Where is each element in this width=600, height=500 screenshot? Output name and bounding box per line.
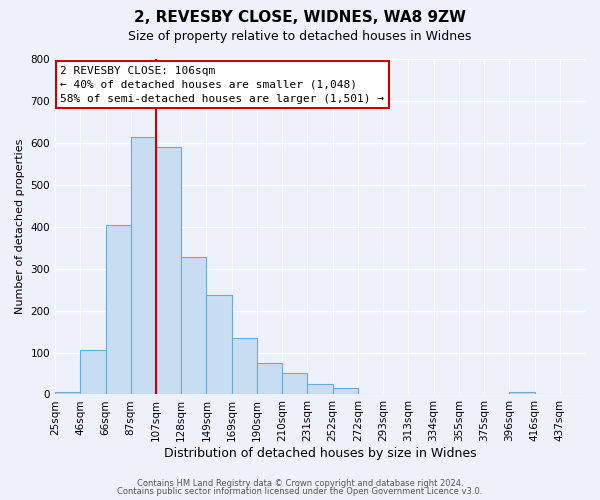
Bar [181, 256, 206, 394]
Bar [206, 295, 232, 394]
Bar [257, 362, 282, 394]
Text: 2, REVESBY CLOSE, WIDNES, WA8 9ZW: 2, REVESBY CLOSE, WIDNES, WA8 9ZW [134, 10, 466, 25]
Bar [307, 384, 332, 394]
Y-axis label: Number of detached properties: Number of detached properties [15, 139, 25, 314]
Bar [106, 226, 131, 394]
Bar [509, 392, 535, 394]
Bar [156, 146, 181, 394]
Bar [55, 392, 80, 394]
Bar [282, 374, 307, 394]
Bar [80, 350, 106, 395]
Bar [131, 137, 156, 394]
Bar [232, 338, 257, 394]
Text: Contains public sector information licensed under the Open Government Licence v3: Contains public sector information licen… [118, 487, 482, 496]
X-axis label: Distribution of detached houses by size in Widnes: Distribution of detached houses by size … [164, 447, 476, 460]
Text: Size of property relative to detached houses in Widnes: Size of property relative to detached ho… [128, 30, 472, 43]
Bar [332, 388, 358, 394]
Text: 2 REVESBY CLOSE: 106sqm
← 40% of detached houses are smaller (1,048)
58% of semi: 2 REVESBY CLOSE: 106sqm ← 40% of detache… [61, 66, 385, 104]
Text: Contains HM Land Registry data © Crown copyright and database right 2024.: Contains HM Land Registry data © Crown c… [137, 478, 463, 488]
